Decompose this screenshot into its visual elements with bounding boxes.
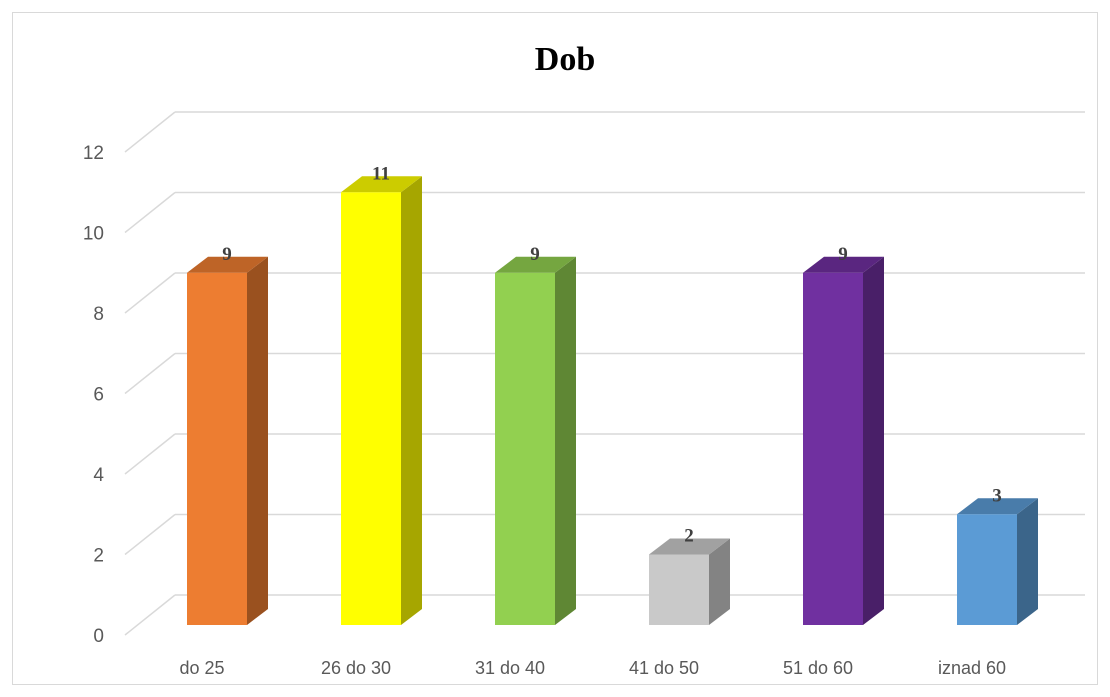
bar-3 — [495, 256, 576, 625]
x-category-label: 41 do 50 — [629, 658, 699, 678]
bar-side — [863, 256, 884, 625]
y-tick-label: 2 — [93, 546, 104, 567]
bar-top — [495, 256, 576, 273]
gridline-diagonal — [124, 513, 176, 556]
bar-front — [803, 272, 863, 625]
bar-front — [957, 514, 1017, 625]
bar-side — [709, 538, 730, 625]
bar-top — [957, 498, 1038, 515]
y-tick-label: 0 — [93, 626, 104, 647]
gridline-diagonal — [124, 111, 176, 153]
y-tick-label: 12 — [83, 143, 104, 164]
x-category-label: iznad 60 — [938, 658, 1006, 678]
gridline-diagonal — [124, 191, 176, 234]
data-label: 3 — [992, 485, 1002, 506]
bar-5 — [803, 256, 884, 625]
data-label: 9 — [530, 244, 540, 265]
gridline-diagonal — [124, 433, 176, 475]
bar-6 — [957, 498, 1038, 625]
bar-1 — [187, 256, 268, 625]
bar-top — [341, 176, 422, 193]
bar-top — [187, 256, 268, 273]
chart-title: Dob — [535, 41, 595, 78]
data-label: 9 — [838, 244, 848, 265]
x-category-label: 31 do 40 — [475, 658, 545, 678]
y-tick-label: 6 — [93, 385, 104, 406]
bar-top — [649, 538, 730, 555]
bar-4 — [649, 538, 730, 625]
data-labels: 9 11 9 2 9 3 — [222, 163, 1002, 546]
y-tick-label: 10 — [83, 224, 104, 245]
y-axis-ticks: 0 2 4 6 8 10 12 — [83, 143, 105, 647]
x-axis-labels: do 25 26 do 30 31 do 40 41 do 50 51 do 60 izn… — [179, 658, 1006, 678]
bar-side — [247, 256, 268, 625]
x-category-label: 26 do 30 — [321, 658, 391, 678]
data-label: 2 — [684, 526, 694, 547]
bar-front — [341, 192, 401, 625]
bar-side — [401, 176, 422, 625]
data-label: 11 — [372, 163, 390, 184]
bar-top — [803, 256, 884, 273]
gridline-diagonal — [124, 352, 176, 395]
bar-front — [495, 272, 555, 625]
gridlines — [124, 111, 1085, 636]
y-tick-label: 4 — [93, 465, 104, 486]
x-category-label: 51 do 60 — [783, 658, 853, 678]
gridline-diagonal — [124, 594, 176, 636]
gridline-diagonal — [124, 272, 176, 314]
y-tick-label: 8 — [93, 304, 104, 325]
bars — [187, 176, 1038, 625]
bar-front — [649, 554, 709, 625]
bar-2 — [341, 176, 422, 625]
data-label: 9 — [222, 244, 232, 265]
x-category-label: do 25 — [179, 658, 224, 678]
bar-front — [187, 272, 247, 625]
bar-side — [1017, 498, 1038, 625]
bar-side — [555, 256, 576, 625]
